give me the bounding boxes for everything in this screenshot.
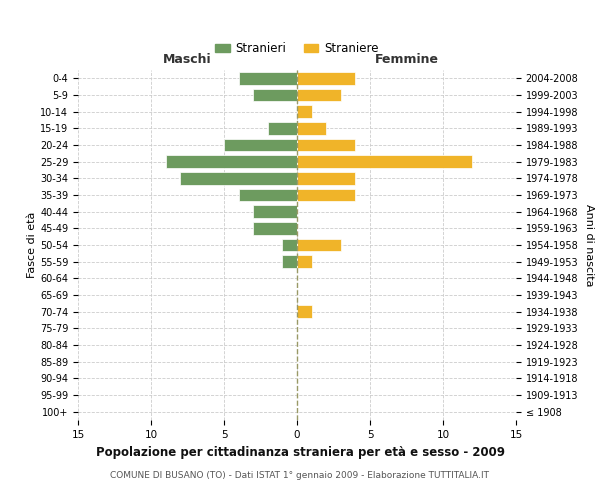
Bar (297, 188, 355, 201)
Bar (297, 122, 326, 134)
Bar (180, 172, 297, 184)
Bar (297, 89, 341, 101)
Bar (297, 256, 311, 268)
Bar (224, 138, 297, 151)
Bar (283, 256, 297, 268)
Bar (239, 188, 297, 201)
Bar (268, 122, 297, 134)
Bar (297, 172, 355, 184)
Bar (297, 72, 355, 85)
Bar (253, 206, 297, 218)
Text: COMUNE DI BUSANO (TO) - Dati ISTAT 1° gennaio 2009 - Elaborazione TUTTITALIA.IT: COMUNE DI BUSANO (TO) - Dati ISTAT 1° ge… (110, 472, 490, 480)
Bar (297, 106, 311, 118)
Y-axis label: Anni di nascita: Anni di nascita (584, 204, 594, 286)
Bar (253, 89, 297, 101)
Legend: Stranieri, Straniere: Stranieri, Straniere (211, 38, 383, 60)
Bar (253, 222, 297, 234)
Text: Maschi: Maschi (163, 53, 212, 66)
Text: Femmine: Femmine (374, 53, 439, 66)
Text: Popolazione per cittadinanza straniera per età e sesso - 2009: Popolazione per cittadinanza straniera p… (95, 446, 505, 459)
Bar (239, 72, 297, 85)
Y-axis label: Fasce di età: Fasce di età (27, 212, 37, 278)
Bar (297, 306, 311, 318)
Bar (297, 156, 472, 168)
Bar (297, 138, 355, 151)
Bar (283, 239, 297, 251)
Bar (166, 156, 297, 168)
Bar (297, 239, 341, 251)
